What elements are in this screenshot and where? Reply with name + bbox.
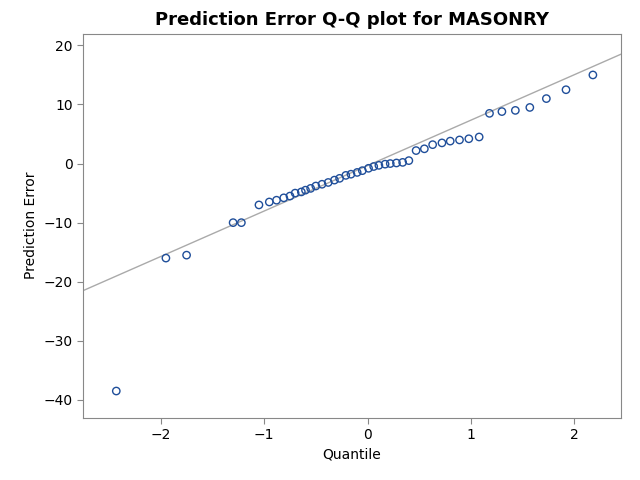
Point xyxy=(391,159,401,167)
Point xyxy=(588,71,598,79)
Point xyxy=(335,175,345,182)
Point xyxy=(428,141,438,148)
Point xyxy=(182,252,192,259)
Point xyxy=(323,179,333,186)
Point xyxy=(510,107,520,114)
Point xyxy=(290,189,300,197)
Point xyxy=(285,192,295,200)
Point xyxy=(352,168,362,176)
Point xyxy=(385,160,396,168)
Point xyxy=(445,137,455,145)
Point xyxy=(454,136,465,144)
Point xyxy=(278,194,289,202)
Point xyxy=(561,86,571,94)
X-axis label: Quantile: Quantile xyxy=(323,447,381,462)
Point xyxy=(374,161,384,169)
Point xyxy=(161,254,171,262)
Point xyxy=(296,188,307,196)
Point xyxy=(411,147,421,155)
Point xyxy=(437,139,447,147)
Point xyxy=(464,135,474,143)
Point xyxy=(404,157,414,165)
Point xyxy=(271,196,282,204)
Point xyxy=(228,219,238,227)
Point xyxy=(357,167,367,175)
Y-axis label: Prediction Error: Prediction Error xyxy=(24,172,38,279)
Point xyxy=(330,176,340,184)
Point xyxy=(264,198,275,206)
Point xyxy=(111,387,122,395)
Point xyxy=(346,170,356,178)
Point xyxy=(305,184,316,192)
Point xyxy=(364,165,374,172)
Point xyxy=(300,186,310,194)
Point xyxy=(419,145,429,153)
Point xyxy=(474,133,484,141)
Point xyxy=(310,182,321,190)
Point xyxy=(369,163,379,170)
Point xyxy=(525,104,535,111)
Point xyxy=(541,95,552,102)
Point xyxy=(236,219,246,227)
Point xyxy=(380,160,390,168)
Point xyxy=(340,171,351,179)
Point xyxy=(497,108,507,115)
Point xyxy=(484,109,495,117)
Point xyxy=(397,158,408,166)
Point xyxy=(317,180,327,188)
Title: Prediction Error Q-Q plot for MASONRY: Prediction Error Q-Q plot for MASONRY xyxy=(155,11,549,29)
Point xyxy=(254,201,264,209)
